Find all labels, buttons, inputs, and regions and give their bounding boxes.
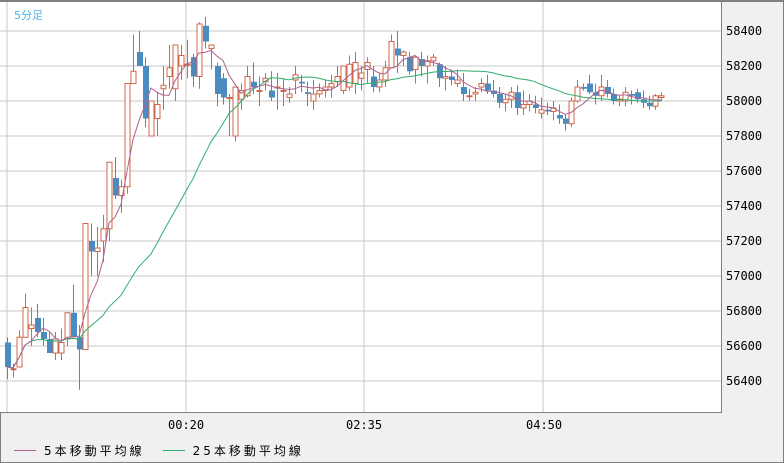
y-tick-label: 57600	[726, 164, 763, 178]
y-tick-label: 58200	[726, 59, 763, 73]
legend-item-ma5: 5本移動平均線	[14, 442, 145, 459]
x-tick-label: 02:35	[346, 418, 383, 432]
x-tick-label: 00:20	[168, 418, 205, 432]
y-tick-label: 56800	[726, 304, 763, 318]
y-tick-label: 57800	[726, 129, 763, 143]
y-tick-label: 57400	[726, 199, 763, 213]
y-tick-label: 56600	[726, 339, 763, 353]
y-tick-label: 56400	[726, 374, 763, 388]
chart-legend: 5本移動平均線 25本移動平均線	[14, 442, 322, 459]
y-tick-label: 58400	[726, 24, 763, 38]
y-tick-label: 57000	[726, 269, 763, 283]
legend-label-ma25: 25本移動平均線	[192, 444, 304, 458]
ma5-line-swatch-icon	[14, 450, 36, 451]
legend-label-ma5: 5本移動平均線	[44, 444, 145, 458]
plot-area[interactable]: 5分足	[0, 2, 722, 413]
chart-title: 5分足	[14, 9, 43, 22]
y-tick-label: 57200	[726, 234, 763, 248]
candlestick-chart	[0, 2, 721, 412]
x-tick-label: 04:50	[526, 418, 563, 432]
y-tick-label: 58000	[726, 94, 763, 108]
ma25-line-swatch-icon	[162, 450, 185, 451]
legend-item-ma25: 25本移動平均線	[162, 442, 304, 459]
